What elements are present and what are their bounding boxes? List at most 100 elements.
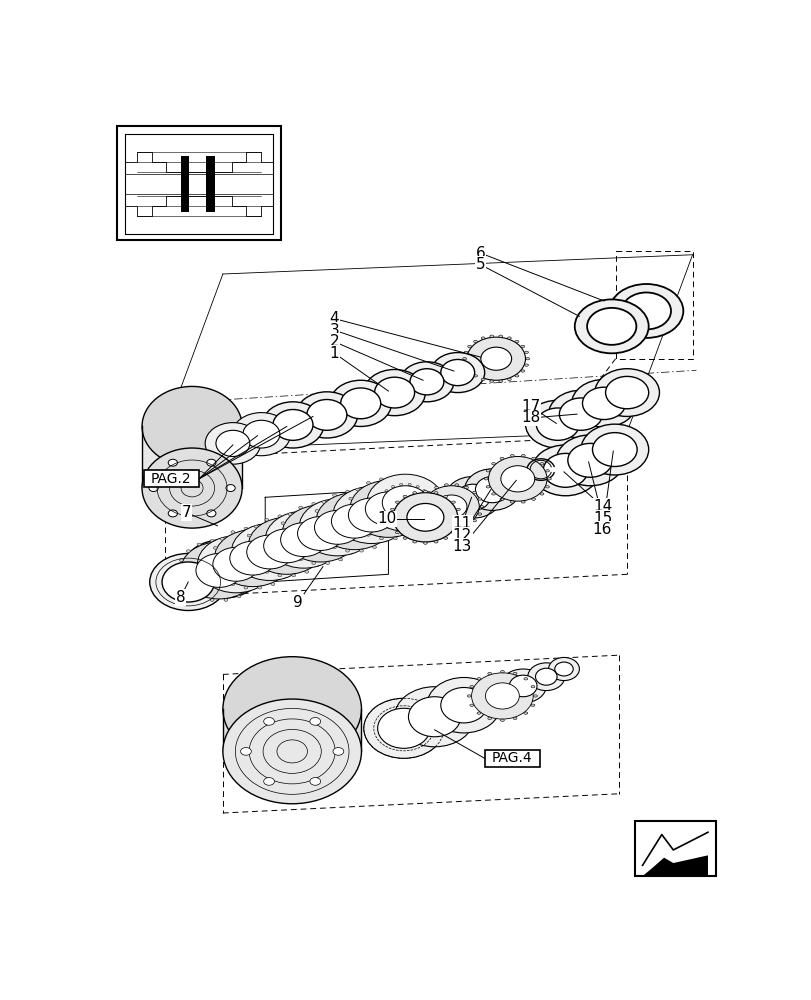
Ellipse shape [215,575,218,577]
Ellipse shape [205,423,260,464]
Ellipse shape [255,579,258,582]
Ellipse shape [262,402,324,448]
Ellipse shape [333,487,410,544]
Ellipse shape [574,299,648,353]
Ellipse shape [243,551,247,553]
Ellipse shape [393,537,397,540]
Ellipse shape [457,516,461,518]
Ellipse shape [535,408,579,440]
Ellipse shape [333,546,336,549]
Ellipse shape [325,503,329,505]
Ellipse shape [253,551,256,554]
Ellipse shape [464,486,468,489]
Ellipse shape [290,557,294,559]
Ellipse shape [257,557,260,559]
Ellipse shape [244,586,247,589]
Ellipse shape [197,543,200,546]
Ellipse shape [355,488,359,491]
Ellipse shape [255,559,258,562]
Ellipse shape [521,455,525,457]
Ellipse shape [324,542,327,544]
Ellipse shape [255,535,259,537]
Ellipse shape [197,595,200,598]
Ellipse shape [605,376,648,409]
Ellipse shape [288,513,292,516]
Ellipse shape [473,340,477,343]
Ellipse shape [498,380,502,382]
Ellipse shape [363,698,444,758]
Ellipse shape [594,369,659,416]
Ellipse shape [451,531,455,534]
Ellipse shape [393,478,397,481]
Ellipse shape [291,544,294,547]
Ellipse shape [142,448,242,528]
Text: 10: 10 [377,511,396,526]
Ellipse shape [237,595,241,598]
Ellipse shape [230,541,276,575]
Ellipse shape [491,493,495,495]
Ellipse shape [356,542,360,545]
Ellipse shape [354,514,358,517]
Ellipse shape [350,502,354,504]
Ellipse shape [426,491,430,494]
Ellipse shape [264,518,268,521]
Ellipse shape [444,537,447,539]
Ellipse shape [539,463,543,465]
Ellipse shape [209,563,212,565]
Ellipse shape [298,499,375,556]
Ellipse shape [220,576,224,579]
Ellipse shape [470,704,473,706]
Ellipse shape [264,718,274,725]
Ellipse shape [281,523,327,557]
Ellipse shape [281,535,283,537]
Ellipse shape [282,505,358,562]
Ellipse shape [363,369,425,416]
Ellipse shape [580,424,648,475]
Ellipse shape [419,505,423,508]
Bar [144,470,199,487]
Ellipse shape [427,677,500,733]
Ellipse shape [379,537,383,540]
Ellipse shape [242,420,280,448]
Ellipse shape [384,513,388,516]
Ellipse shape [222,699,361,804]
Ellipse shape [346,508,350,510]
Ellipse shape [187,588,190,591]
Text: 3: 3 [329,323,339,338]
Ellipse shape [377,708,430,748]
Ellipse shape [310,718,320,725]
Ellipse shape [168,510,178,517]
Ellipse shape [521,501,525,503]
Text: 8: 8 [175,590,185,605]
Ellipse shape [545,470,549,472]
Polygon shape [142,426,242,488]
Ellipse shape [472,491,476,494]
Ellipse shape [315,564,319,566]
Ellipse shape [609,284,683,338]
Ellipse shape [531,445,599,496]
Ellipse shape [567,443,611,477]
Ellipse shape [296,392,357,438]
Polygon shape [642,855,707,876]
Ellipse shape [310,778,320,785]
Text: 6: 6 [475,246,485,261]
Ellipse shape [472,519,476,522]
Ellipse shape [272,569,275,571]
Ellipse shape [222,579,225,581]
Ellipse shape [277,538,281,541]
Ellipse shape [525,400,590,448]
Ellipse shape [408,697,461,737]
Ellipse shape [283,527,286,529]
Ellipse shape [417,488,421,491]
Ellipse shape [346,508,350,510]
Ellipse shape [475,477,508,503]
Ellipse shape [526,358,529,360]
Ellipse shape [349,513,353,516]
Ellipse shape [281,567,283,569]
Ellipse shape [390,510,393,512]
Ellipse shape [247,588,251,591]
Ellipse shape [391,518,394,520]
Ellipse shape [423,486,478,527]
Ellipse shape [470,686,473,688]
Ellipse shape [291,515,295,518]
